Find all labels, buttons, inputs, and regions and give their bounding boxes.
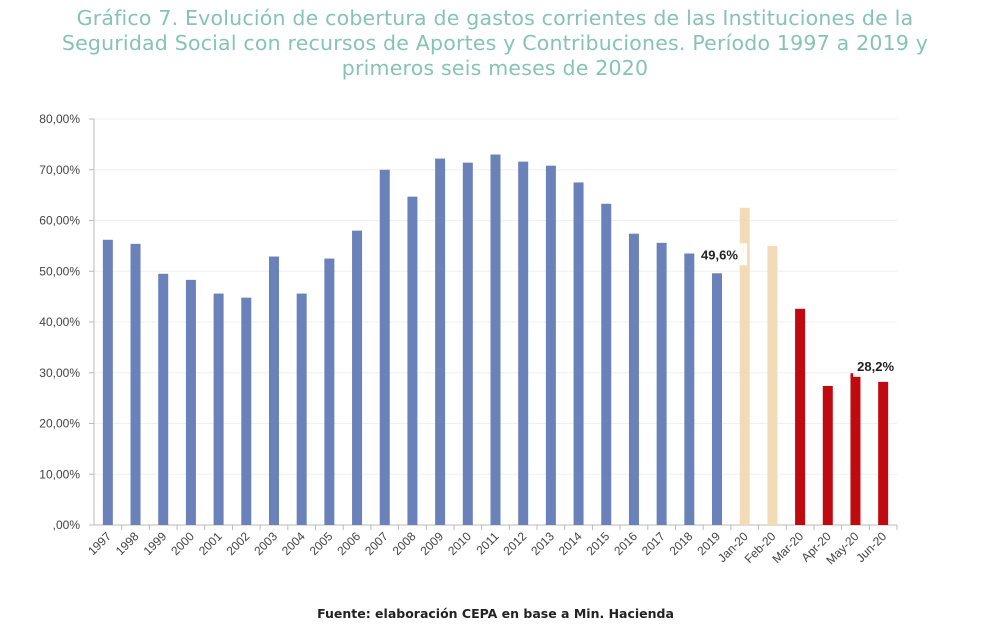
- x-tick-label: 2010: [445, 529, 474, 558]
- y-tick-label: 40,00%: [39, 315, 80, 329]
- bar-2019: [712, 273, 723, 525]
- data-label: 49,6%: [701, 247, 738, 262]
- bar-Feb-20: [767, 245, 778, 525]
- bar-May-20: [850, 373, 861, 525]
- y-tick-label: 10,00%: [39, 467, 80, 481]
- x-tick-label: 2018: [667, 529, 696, 558]
- bar-2006: [352, 230, 363, 525]
- bar-2017: [656, 242, 667, 525]
- y-tick-label: 60,00%: [39, 214, 80, 228]
- bar-Mar-20: [795, 308, 806, 525]
- x-tick-label: 2012: [501, 529, 530, 558]
- y-tick-label: 70,00%: [39, 163, 80, 177]
- bar-2011: [490, 154, 501, 525]
- x-tick-label: 1997: [85, 529, 114, 558]
- x-tick-label: 2001: [196, 529, 225, 558]
- chart-title: Gráfico 7. Evolución de cobertura de gas…: [20, 6, 970, 81]
- bar-Jun-20: [878, 381, 889, 525]
- bar-2002: [241, 297, 252, 525]
- x-tick-label: 2013: [528, 529, 557, 558]
- x-tick-label: 2008: [390, 529, 419, 558]
- bar-2009: [435, 158, 446, 525]
- x-tick-label: 2017: [639, 529, 668, 558]
- bar-2007: [379, 169, 390, 525]
- bar-2000: [185, 279, 196, 525]
- bar-1998: [130, 243, 141, 525]
- x-tick-label: Jun-20: [853, 529, 889, 565]
- x-tick-label: 2004: [279, 529, 308, 558]
- chart-title-line: Seguridad Social con recursos de Aportes…: [61, 31, 929, 55]
- x-tick-label: 2007: [362, 529, 391, 558]
- y-tick-label: ,00%: [53, 518, 81, 532]
- x-tick-label: 2016: [611, 529, 640, 558]
- bar-2004: [296, 293, 307, 525]
- bar-2005: [324, 258, 335, 525]
- chart-title-line: Gráfico 7. Evolución de cobertura de gas…: [76, 6, 914, 30]
- bar-2008: [407, 196, 418, 525]
- bar-2015: [601, 203, 612, 525]
- bar-2013: [545, 165, 556, 525]
- data-label-box: [853, 354, 904, 377]
- y-tick-label: 50,00%: [39, 264, 80, 278]
- x-tick-label: Mar-20: [769, 529, 806, 566]
- bar-1997: [102, 239, 113, 525]
- bar-Apr-20: [822, 385, 833, 525]
- bar-2014: [573, 182, 584, 525]
- x-tick-label: 1998: [113, 529, 142, 558]
- bar-2003: [268, 256, 279, 525]
- bar-2010: [462, 162, 473, 525]
- x-tick-label: 2005: [307, 529, 336, 558]
- y-tick-label: 20,00%: [39, 417, 80, 431]
- bar-2016: [628, 233, 639, 525]
- chart-title-line: primeros seis meses de 2020: [341, 56, 649, 80]
- x-tick-label: 2003: [251, 529, 280, 558]
- y-tick-label: 80,00%: [39, 112, 80, 126]
- data-label-box: [697, 243, 748, 266]
- x-tick-label: 2002: [224, 529, 253, 558]
- data-label: 28,2%: [857, 359, 894, 374]
- x-tick-label: 2014: [556, 529, 585, 558]
- x-tick-label: 2015: [584, 529, 613, 558]
- bar-1999: [158, 273, 169, 525]
- source-note: Fuente: elaboración CEPA en base a Min. …: [317, 606, 674, 621]
- x-tick-label: 1999: [141, 529, 170, 558]
- y-tick-label: 30,00%: [39, 366, 80, 380]
- bar-2018: [684, 253, 695, 526]
- bar-2012: [518, 161, 529, 525]
- bar-Jan-20: [739, 207, 750, 525]
- x-tick-label: 2000: [168, 529, 197, 558]
- bar-2001: [213, 293, 224, 525]
- x-tick-label: 2009: [417, 529, 446, 558]
- x-tick-label: 2006: [334, 529, 363, 558]
- x-tick-label: 2011: [473, 529, 501, 557]
